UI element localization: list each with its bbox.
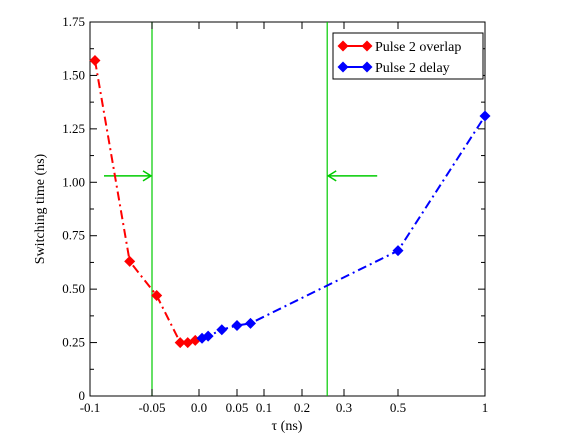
data-point <box>245 317 256 329</box>
y-tick-label: 0.25 <box>62 335 85 350</box>
data-point <box>216 324 228 336</box>
y-tick-label: 0 <box>79 388 86 403</box>
data-point <box>124 255 136 267</box>
x-tick-label: 0.2 <box>294 400 310 415</box>
y-axis: 0 0.25 0.50 0.75 1.00 1.25 1.50 1.75 <box>62 14 485 403</box>
y-tick-label: 0.50 <box>62 281 85 296</box>
x-tick-label: 0.5 <box>390 400 406 415</box>
legend-label: Pulse 2 delay <box>375 61 450 76</box>
data-point <box>174 337 186 349</box>
x-tick-label: -0.05 <box>138 400 165 415</box>
legend: Pulse 2 overlap Pulse 2 delay <box>332 32 484 80</box>
data-point <box>231 319 243 331</box>
x-axis-title: τ (ns) <box>272 419 303 434</box>
x-tick-label: -0.1 <box>80 400 101 415</box>
data-point <box>479 110 491 122</box>
y-tick-label: 1.25 <box>62 121 85 136</box>
x-tick-label: 0.0 <box>191 400 207 415</box>
legend-marker <box>361 40 373 52</box>
y-tick-label: 1.00 <box>62 174 85 189</box>
annotations <box>104 22 378 396</box>
arrow-left-head <box>326 170 337 182</box>
y-tick-label: 1.50 <box>62 67 85 82</box>
x-tick-label: 0.05 <box>226 400 249 415</box>
data-point <box>89 54 101 66</box>
legend-marker <box>361 61 373 73</box>
legend-marker <box>337 40 349 52</box>
x-tick-label: 0.1 <box>256 400 272 415</box>
arrow-right-head <box>142 170 153 182</box>
series-points <box>89 54 491 349</box>
plot-area <box>89 21 486 397</box>
y-axis-title: Switching time (ns) <box>33 153 48 264</box>
y-tick-label: 0.75 <box>62 228 85 243</box>
data-point <box>202 330 214 342</box>
legend-label: Pulse 2 overlap <box>375 40 461 55</box>
legend-box <box>332 32 484 80</box>
data-point <box>151 290 163 302</box>
x-tick-label: 0.3 <box>336 400 352 415</box>
x-tick-label: 1 <box>482 400 489 415</box>
data-point <box>392 245 404 257</box>
legend-marker <box>337 61 349 73</box>
y-tick-label: 1.75 <box>62 14 85 29</box>
x-axis: -0.1 -0.05 0.0 0.05 0.1 0.2 0.3 0.5 1 <box>80 22 489 415</box>
